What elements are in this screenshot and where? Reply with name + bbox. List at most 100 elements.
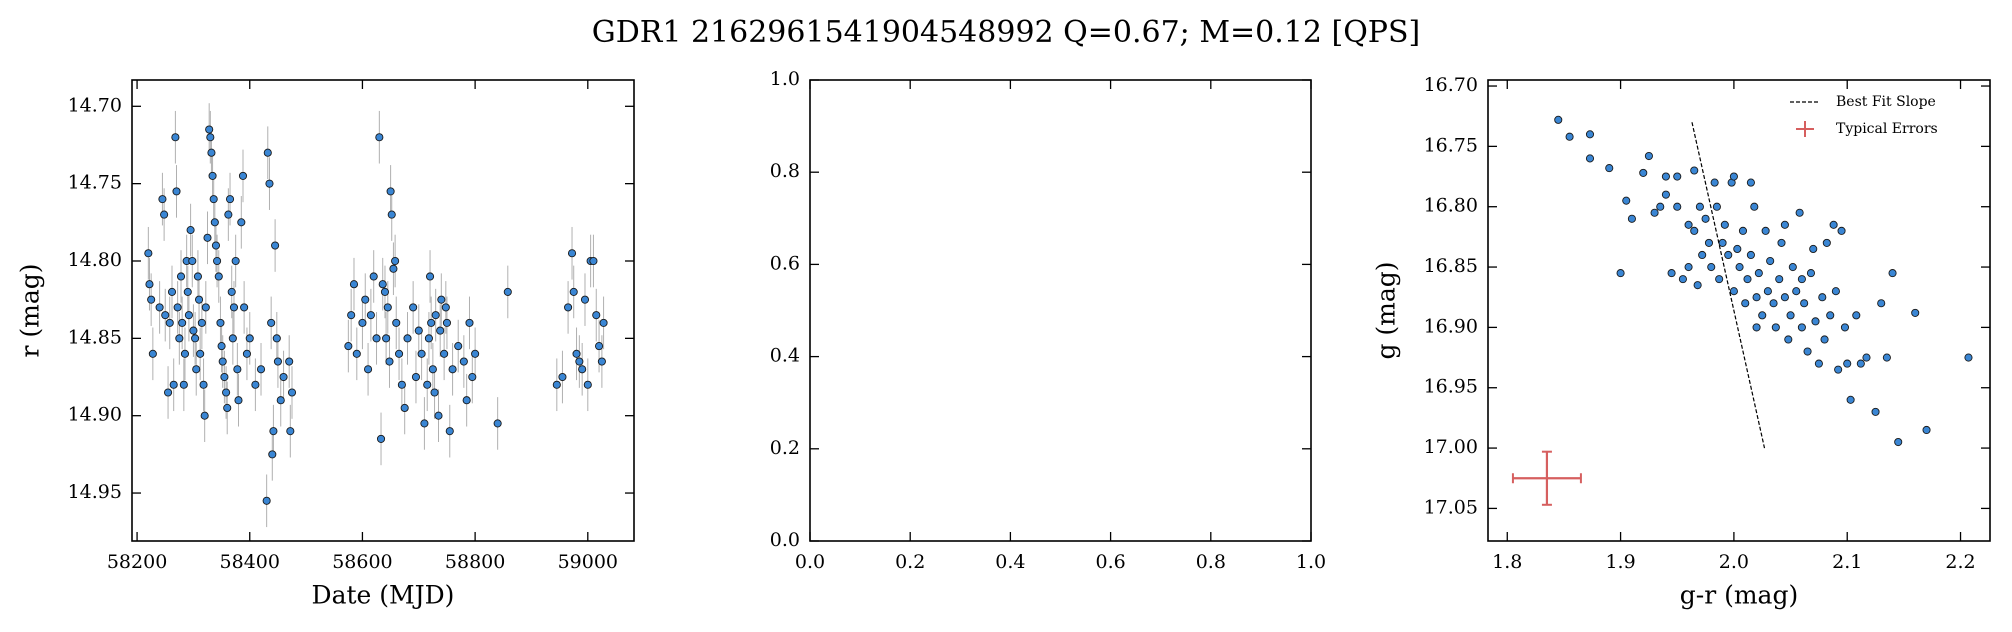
point	[218, 357, 227, 366]
point	[425, 272, 435, 281]
point	[1710, 178, 1719, 187]
point	[169, 380, 178, 389]
point	[1656, 202, 1665, 211]
point	[572, 349, 581, 358]
point	[1565, 132, 1574, 141]
point	[1746, 250, 1755, 260]
point	[207, 148, 216, 157]
point	[1911, 308, 1920, 317]
point	[1780, 220, 1789, 229]
point	[1840, 323, 1850, 332]
point	[1797, 323, 1806, 332]
point	[599, 318, 608, 327]
axes-frame	[131, 79, 635, 542]
point	[397, 380, 406, 389]
y-tick-label: 14.75	[68, 172, 122, 194]
y-tick-label: 16.90	[1424, 315, 1478, 337]
point	[1771, 323, 1780, 332]
point	[208, 171, 217, 180]
point	[1834, 365, 1843, 374]
point	[1690, 166, 1699, 175]
point	[220, 372, 229, 382]
point	[1684, 220, 1693, 229]
point	[251, 380, 260, 389]
point	[1800, 299, 1809, 308]
y-tick-label: 0.0	[770, 529, 800, 551]
point	[437, 295, 446, 304]
point	[194, 295, 204, 304]
point	[1746, 178, 1755, 187]
panel: 0.0 0.2 0.4 0.6 0.8 1.0 0.0 0.2 0.4 0.6 0.8 1.0	[770, 68, 1326, 573]
point	[1814, 359, 1823, 368]
point	[210, 218, 219, 227]
point	[441, 303, 450, 312]
point	[423, 380, 432, 389]
point	[454, 342, 463, 351]
x-tick-label: 58200	[107, 551, 167, 573]
point	[1735, 263, 1744, 272]
point	[197, 318, 206, 327]
point	[409, 303, 418, 312]
x-tick-label: 0.4	[995, 551, 1025, 573]
point	[358, 318, 367, 327]
point	[583, 380, 592, 389]
point	[1639, 168, 1648, 177]
point	[1922, 425, 1931, 435]
point	[468, 372, 477, 382]
x-tick-label: 1.0	[1296, 551, 1326, 573]
point	[1750, 202, 1759, 211]
point	[199, 380, 208, 389]
y-tick-label: 0.6	[770, 252, 800, 274]
point	[1837, 226, 1846, 235]
y-tick-label: 14.90	[68, 404, 122, 426]
axes-frame	[809, 79, 1312, 542]
x-tick-label: 0.8	[1196, 551, 1226, 573]
point	[386, 187, 395, 196]
plot-area	[1511, 115, 1973, 506]
point	[1777, 238, 1786, 247]
point	[196, 349, 205, 358]
x-axis-label: g-r (mag)	[1680, 581, 1798, 610]
point	[558, 372, 567, 382]
x-tick-label: 2.1	[1832, 551, 1862, 573]
point	[1650, 208, 1659, 217]
point	[387, 210, 396, 219]
point	[228, 334, 237, 343]
point	[200, 411, 209, 420]
point	[217, 342, 226, 351]
point	[1818, 293, 1827, 302]
point	[1707, 263, 1716, 272]
point	[1698, 250, 1707, 260]
point	[279, 372, 288, 382]
point	[465, 318, 474, 327]
point	[1627, 214, 1636, 223]
point	[209, 195, 218, 204]
point	[347, 311, 356, 320]
point	[1690, 226, 1699, 235]
point	[1622, 196, 1631, 205]
point	[361, 295, 370, 304]
point	[1786, 311, 1795, 320]
point	[1761, 226, 1770, 235]
point	[503, 287, 512, 296]
point	[1809, 244, 1818, 254]
y-tick-label: 17.05	[1424, 496, 1478, 518]
x-tick-label: 0.0	[795, 551, 825, 573]
point	[188, 256, 197, 266]
point	[265, 179, 274, 188]
point	[216, 318, 225, 327]
fit-line	[1691, 122, 1766, 449]
point	[180, 349, 190, 358]
point	[1693, 281, 1702, 290]
y-tick-label: 17.00	[1424, 436, 1478, 458]
point	[191, 334, 200, 343]
point	[203, 233, 212, 242]
point	[1743, 275, 1752, 284]
point	[575, 357, 584, 366]
point	[427, 318, 436, 327]
y-tick-label: 16.95	[1424, 376, 1478, 398]
point	[1758, 311, 1767, 320]
point	[1862, 353, 1871, 362]
x-tick-label: 2.0	[1719, 551, 1749, 573]
